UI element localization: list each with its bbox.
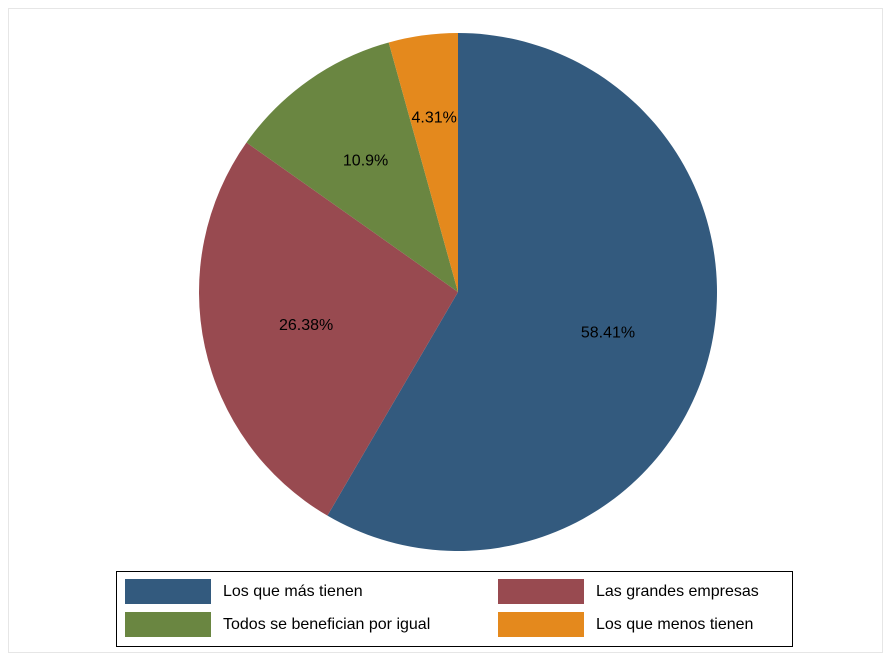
legend-label-1: Las grandes empresas	[596, 582, 759, 600]
slice-percent-label-2: 10.9%	[343, 153, 388, 170]
legend-item-2: Todos se benefician por igual	[125, 612, 430, 637]
legend-label-0: Los que más tienen	[223, 582, 363, 600]
legend-label-3: Los que menos tienen	[596, 615, 754, 633]
legend-item-3: Los que menos tienen	[498, 612, 753, 637]
pie-slice-1	[198, 142, 458, 516]
pie-slice-3	[388, 33, 458, 292]
pie-slice-2	[246, 42, 458, 292]
legend-swatch-3	[498, 612, 584, 637]
slice-percent-label-1: 26.38%	[279, 317, 333, 334]
legend-label-2: Todos se benefician por igual	[223, 615, 431, 633]
legend-swatch-0	[125, 579, 211, 604]
legend-item-0: Los que más tienen	[125, 579, 363, 604]
legend-item-1: Las grandes empresas	[498, 579, 759, 604]
slice-percent-label-0: 58.41%	[581, 325, 635, 342]
legend: Los que más tienen Las grandes empresas …	[116, 571, 793, 647]
legend-swatch-1	[498, 579, 584, 604]
legend-swatch-2	[125, 612, 211, 637]
slice-percent-label-3: 4.31%	[412, 109, 457, 126]
pie-slice-0	[327, 33, 717, 551]
